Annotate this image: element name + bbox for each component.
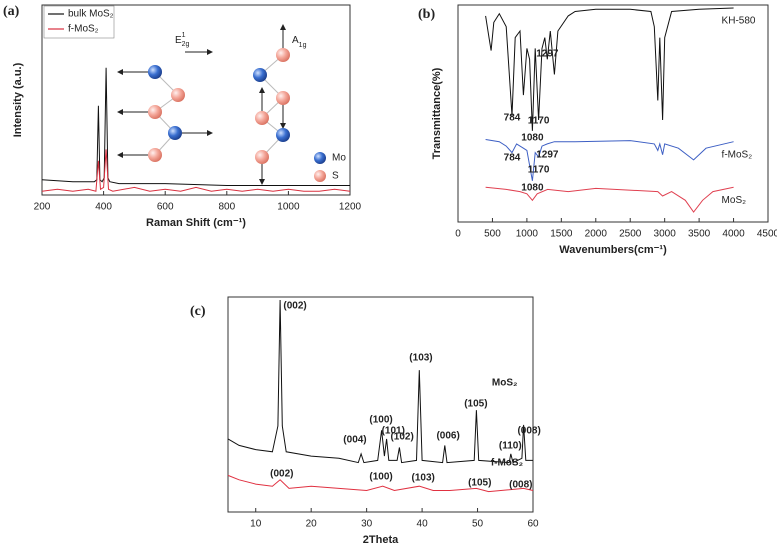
x-tick-label: 2000 [585, 229, 608, 240]
x-axis-title: 2Theta [363, 534, 399, 545]
series-line [485, 139, 734, 181]
annotation: (002) [270, 469, 293, 480]
plot-frame [457, 4, 769, 223]
x-tick-label: 0 [455, 229, 461, 240]
x-tick-label: 3000 [654, 229, 677, 240]
x-tick-label: 4500 [757, 229, 777, 240]
annotation: (008) [517, 426, 540, 437]
annotation: (100) [369, 472, 392, 483]
x-tick-label: 600 [157, 202, 174, 213]
series-line [41, 67, 350, 186]
annotation: (002) [283, 301, 306, 312]
annotation: (105) [468, 478, 491, 489]
annotation: 1170 [528, 165, 550, 176]
annotation: (103) [412, 473, 435, 484]
x-tick-label: 1500 [550, 229, 573, 240]
annotation: (004) [343, 435, 366, 446]
annotation: (008) [509, 480, 532, 491]
x-tick-label: 3500 [688, 229, 711, 240]
annotation: (102) [390, 432, 413, 443]
atom-legend: S [332, 171, 339, 182]
annotation: (101) [382, 426, 405, 437]
a1g-mode: A1g [253, 24, 307, 185]
legend-box [43, 5, 115, 39]
plot-frame [41, 4, 351, 196]
annotation: (110) [499, 441, 522, 452]
vibration-inset: E1 2g A1g Mo S [117, 24, 346, 185]
series-line [485, 7, 734, 131]
panel-label: (b) [418, 7, 435, 22]
legend-label: bulk MoS₂ [68, 9, 114, 20]
mode-label: E1 2g [175, 32, 189, 48]
series-label: KH-580 [722, 16, 756, 27]
x-tick-label: 200 [34, 202, 51, 213]
annotation: 1080 [521, 133, 544, 144]
x-tick-label: 500 [484, 229, 501, 240]
x-tick-label: 800 [218, 202, 235, 213]
annotation: (103) [409, 353, 432, 364]
annotation: 1080 [521, 183, 544, 194]
series-label: f-MoS₂ [722, 149, 753, 160]
x-tick-label: 50 [472, 519, 484, 530]
x-tick-label: 1200 [339, 202, 362, 213]
mode-label: A1g [292, 35, 307, 49]
x-tick-label: 10 [250, 519, 262, 530]
x-tick-label: 4000 [722, 229, 745, 240]
series-line [485, 186, 734, 213]
atom-legend: Mo [332, 153, 346, 164]
e2g-mode: E1 2g [117, 32, 213, 162]
legend-label: f-MoS₂ [68, 24, 99, 35]
x-tick-label: 60 [527, 519, 539, 530]
panel-label: (a) [3, 4, 20, 19]
annotation: (006) [436, 431, 459, 442]
plot-frame [227, 296, 534, 513]
x-axis-title: Wavenumbers(cm⁻¹) [559, 244, 667, 256]
x-tick-label: 2500 [619, 229, 642, 240]
series-line [41, 149, 351, 192]
x-tick-label: 400 [95, 202, 112, 213]
y-axis-title: Intensity (a.u.) [12, 62, 24, 137]
panel-label: (c) [190, 304, 206, 319]
annotation: 1297 [536, 49, 559, 60]
annotation: (105) [464, 399, 487, 410]
y-axis-title: Transmittance(%) [431, 67, 443, 159]
annotation: MoS₂ [492, 378, 518, 389]
series-line [227, 474, 534, 493]
x-tick-label: 1000 [516, 229, 539, 240]
annotation: 1297 [536, 150, 559, 161]
annotation: 784 [504, 113, 521, 124]
series-line [227, 299, 533, 464]
annotation: 784 [504, 153, 521, 164]
annotation: (100) [369, 415, 392, 426]
annotation: f-MoS₂ [491, 458, 523, 469]
x-tick-label: 30 [361, 519, 373, 530]
x-tick-label: 1000 [277, 202, 300, 213]
annotation: 1170 [528, 116, 550, 127]
x-tick-label: 20 [306, 519, 318, 530]
x-tick-label: 40 [417, 519, 429, 530]
series-label: MoS₂ [722, 195, 747, 206]
x-axis-title: Raman Shift (cm⁻¹) [146, 217, 246, 229]
